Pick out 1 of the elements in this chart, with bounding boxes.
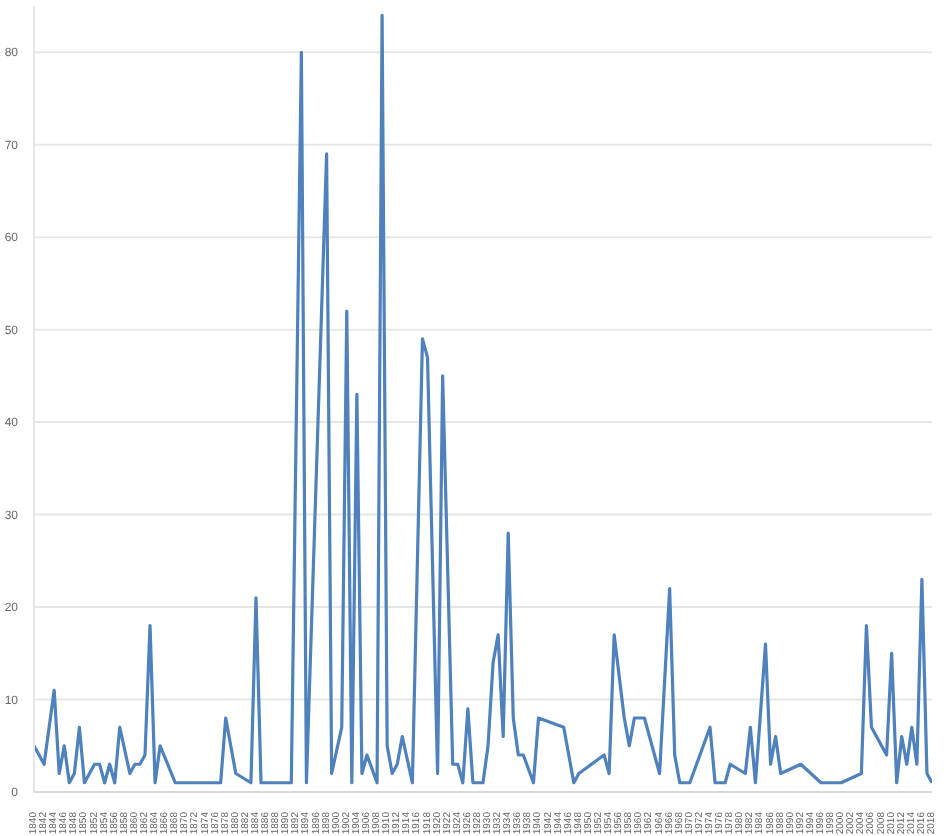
line-series (34, 13, 932, 785)
